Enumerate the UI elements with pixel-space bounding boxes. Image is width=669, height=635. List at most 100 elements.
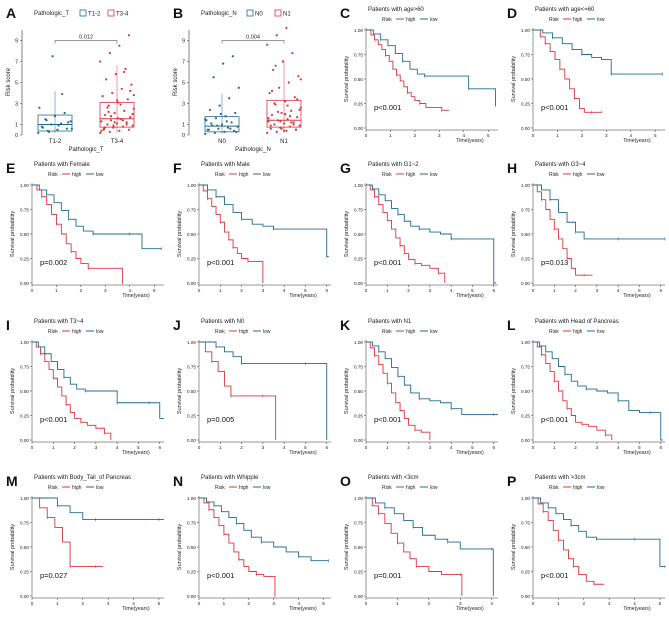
legend-label-low: low bbox=[96, 485, 104, 491]
km-curve-low bbox=[366, 497, 494, 596]
point-T3-4 bbox=[103, 126, 107, 129]
x-tick-label: 6 bbox=[659, 445, 662, 450]
km-curve-low bbox=[199, 341, 328, 440]
x-tick-label: 1 bbox=[553, 288, 556, 293]
km-curve-low bbox=[199, 184, 329, 257]
y-tick-label: 0.50 bbox=[187, 232, 196, 237]
point-T3-4 bbox=[105, 78, 108, 81]
p-value: p=0.001 bbox=[374, 571, 401, 580]
box-N1 bbox=[266, 99, 302, 128]
panel-letter: C bbox=[340, 5, 350, 21]
x-tick-label: 1 bbox=[557, 601, 560, 606]
panel-title: Patients with Body_Tail_of Pancreas bbox=[34, 475, 131, 481]
y-axis-label: Survival probability bbox=[344, 368, 350, 414]
legend-key-T1-2 bbox=[79, 9, 87, 17]
point-T1-2 bbox=[50, 123, 53, 126]
point-T3-4 bbox=[126, 98, 129, 101]
x-tick-label: 6 bbox=[325, 445, 328, 450]
legend-label-high: high bbox=[239, 329, 249, 335]
km-curve-high bbox=[199, 497, 276, 596]
x-tick-label: 0 bbox=[198, 288, 201, 293]
panel-title: Patients with G3~4 bbox=[535, 162, 586, 168]
panel-letter: D bbox=[507, 5, 517, 21]
point-N1 bbox=[273, 123, 276, 126]
x-tick-label: 1 bbox=[219, 288, 222, 293]
point-T3-4 bbox=[123, 109, 126, 112]
point-T3-4 bbox=[109, 119, 113, 122]
panel-letter: B bbox=[173, 5, 183, 21]
y-tick-label: 1.00 bbox=[187, 496, 196, 501]
point-N1 bbox=[286, 104, 289, 107]
legend-label-low: low bbox=[597, 485, 605, 491]
point-T3-4 bbox=[112, 126, 115, 129]
y-tick-label: 0.75 bbox=[187, 364, 196, 369]
x-tick-label: 1 bbox=[386, 288, 389, 293]
km-curve-high bbox=[366, 184, 446, 283]
y-tick-label: 0.00 bbox=[521, 594, 530, 599]
x-tick-label: 4 bbox=[297, 601, 300, 606]
panel-H: H Patients with G3~4 Risk high low 1.00 0.75 0.… bbox=[507, 160, 666, 299]
x-tick-label: 5 bbox=[654, 133, 657, 138]
x-tick-label: 5 bbox=[153, 288, 156, 293]
y-tick-label: 0.50 bbox=[521, 77, 530, 82]
legend-label-low: low bbox=[96, 172, 104, 178]
point-N0 bbox=[218, 104, 221, 107]
panel-D: D Patients with age<=60 Risk high low 1.00 0.7… bbox=[507, 5, 665, 144]
point-N1 bbox=[285, 129, 288, 132]
y-tick-label: 0 bbox=[15, 133, 18, 139]
legend-label-high: high bbox=[573, 329, 583, 335]
panel-E: E Patients with Female Risk high low 1.00 0.75… bbox=[6, 160, 164, 299]
legend-label-high: high bbox=[573, 172, 583, 178]
x-tick-label: 4 bbox=[132, 601, 135, 606]
x-tick-label: 2 bbox=[240, 288, 243, 293]
x-tick-label: 0 bbox=[365, 133, 368, 138]
y-tick-label: 0.25 bbox=[521, 101, 530, 106]
point-N1 bbox=[279, 120, 282, 123]
x-tick-label: 4 bbox=[128, 288, 131, 293]
point-N1 bbox=[278, 86, 281, 89]
point-N1 bbox=[269, 127, 272, 130]
point-T3-4 bbox=[124, 67, 127, 70]
y-tick-label: 1.00 bbox=[354, 183, 363, 188]
point-T3-4 bbox=[129, 116, 132, 119]
point-T3-4 bbox=[113, 121, 116, 124]
x-tick-label: 0 bbox=[198, 601, 201, 606]
p-value: p<0.001 bbox=[40, 415, 67, 424]
point-T3-4 bbox=[107, 104, 110, 107]
legend-label-high: high bbox=[406, 485, 416, 491]
km-curve-low bbox=[32, 184, 162, 250]
y-tick-label: 0.50 bbox=[20, 389, 29, 394]
y-tick-label: 1.00 bbox=[521, 28, 530, 33]
p-value: p<0.001 bbox=[374, 415, 401, 424]
x-axis-label: Time(years) bbox=[456, 606, 484, 612]
point-N1 bbox=[286, 118, 289, 121]
p-value: p<0.001 bbox=[541, 103, 568, 112]
legend-label-N0: N0 bbox=[255, 12, 263, 18]
legend-title: Risk bbox=[549, 172, 559, 178]
km-curve-high bbox=[533, 341, 613, 440]
point-N1 bbox=[266, 43, 269, 46]
y-tick-label: 0.00 bbox=[521, 281, 530, 286]
point-T1-2 bbox=[45, 119, 48, 122]
x-tick-label: 0 bbox=[31, 601, 34, 606]
km-curve-low bbox=[199, 497, 329, 562]
y-tick-label: 1.00 bbox=[354, 28, 363, 33]
km-curve-low bbox=[32, 497, 164, 521]
point-T1-2 bbox=[65, 127, 69, 130]
point-N1 bbox=[267, 120, 270, 123]
point-T1-2 bbox=[41, 126, 45, 129]
point-T3-4 bbox=[101, 95, 104, 98]
y-tick-label: 0.50 bbox=[521, 545, 530, 550]
y-tick-label: 1.00 bbox=[354, 496, 363, 501]
point-T3-4 bbox=[127, 34, 131, 37]
legend-label-low: low bbox=[263, 485, 271, 491]
point-T1-2 bbox=[56, 128, 59, 131]
x-tick-label: 4 bbox=[283, 288, 286, 293]
y-tick-label: 0.00 bbox=[187, 281, 196, 286]
x-tick-label: N1 bbox=[280, 139, 288, 145]
y-tick-label: 0.75 bbox=[354, 520, 363, 525]
panel-title: Patients with age<=60 bbox=[535, 7, 595, 13]
x-tick-label: 3 bbox=[429, 288, 432, 293]
point-T3-4 bbox=[106, 123, 109, 126]
legend-label-high: high bbox=[72, 172, 82, 178]
